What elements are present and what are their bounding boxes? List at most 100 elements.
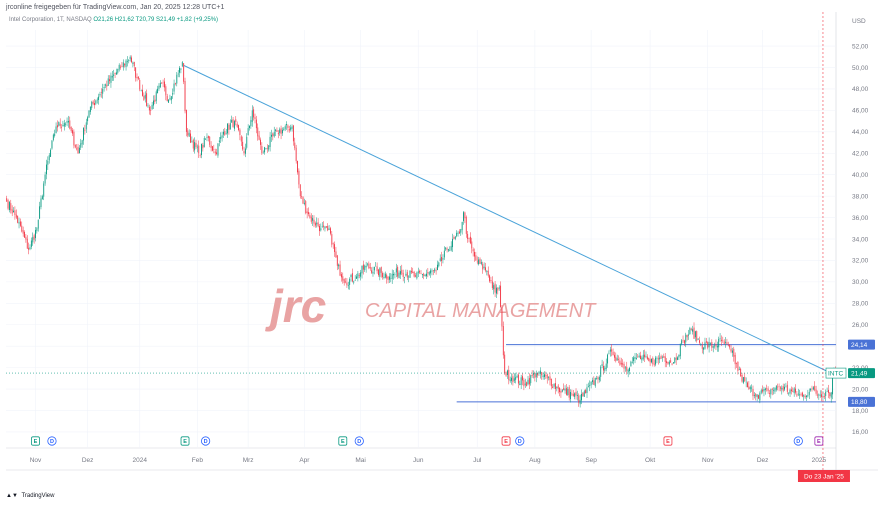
candle[interactable] (188, 129, 190, 138)
candle[interactable] (110, 72, 112, 88)
candle[interactable] (657, 355, 659, 365)
candle[interactable] (118, 63, 120, 72)
candle[interactable] (292, 124, 294, 146)
candle[interactable] (387, 276, 389, 284)
earnings-marker-icon[interactable]: E (31, 436, 40, 446)
candle[interactable] (790, 386, 792, 395)
candle[interactable] (356, 273, 357, 280)
downtrend-line[interactable] (183, 64, 836, 376)
candle[interactable] (213, 144, 215, 154)
candle[interactable] (286, 121, 288, 130)
candle[interactable] (157, 85, 159, 94)
candle[interactable] (137, 76, 139, 81)
candle[interactable] (52, 133, 54, 142)
candle[interactable] (443, 246, 445, 260)
candle[interactable] (382, 271, 384, 280)
candle[interactable] (583, 389, 585, 397)
candle[interactable] (194, 137, 196, 154)
candle[interactable] (764, 387, 766, 395)
candle[interactable] (811, 385, 813, 392)
candle[interactable] (334, 241, 336, 257)
candle[interactable] (818, 393, 820, 400)
candle[interactable] (143, 92, 145, 101)
candle[interactable] (720, 335, 722, 346)
candle[interactable] (803, 394, 805, 401)
candle[interactable] (224, 127, 226, 136)
candle[interactable] (106, 80, 108, 91)
candle[interactable] (305, 200, 307, 215)
candle[interactable] (568, 385, 570, 401)
candle[interactable] (96, 97, 98, 104)
candle[interactable] (571, 389, 573, 397)
candle[interactable] (607, 353, 609, 368)
candle[interactable] (490, 276, 492, 284)
candle[interactable] (819, 390, 821, 398)
candle[interactable] (24, 230, 25, 238)
candle[interactable] (393, 270, 395, 280)
candle[interactable] (741, 372, 743, 383)
candle[interactable] (491, 276, 493, 290)
candle[interactable] (593, 376, 595, 385)
candle[interactable] (810, 387, 812, 392)
candle[interactable] (272, 132, 274, 141)
candle[interactable] (634, 352, 636, 364)
candle[interactable] (541, 371, 543, 380)
candle[interactable] (633, 355, 635, 365)
candle[interactable] (316, 217, 318, 228)
candle[interactable] (759, 391, 761, 404)
candle[interactable] (430, 268, 432, 278)
candle[interactable] (406, 269, 408, 281)
candle[interactable] (646, 354, 648, 361)
candle[interactable] (696, 330, 698, 343)
candle[interactable] (165, 84, 167, 101)
candle[interactable] (538, 370, 540, 376)
candle[interactable] (707, 341, 709, 350)
candle[interactable] (99, 91, 101, 98)
candle[interactable] (21, 221, 23, 233)
candle[interactable] (73, 129, 75, 149)
candle[interactable] (520, 374, 522, 389)
candle[interactable] (712, 345, 714, 353)
candle[interactable] (275, 128, 277, 137)
candle[interactable] (526, 381, 528, 387)
earnings-marker-icon[interactable]: E (338, 436, 348, 446)
candle[interactable] (771, 387, 773, 396)
candle[interactable] (122, 59, 124, 71)
candle[interactable] (117, 68, 119, 75)
candle[interactable] (723, 339, 725, 345)
earnings-marker-icon[interactable]: E (663, 436, 673, 446)
candle[interactable] (502, 321, 504, 359)
candle[interactable] (718, 336, 720, 352)
candle[interactable] (58, 121, 60, 127)
candle[interactable] (681, 339, 683, 346)
candle[interactable] (592, 377, 593, 385)
candle[interactable] (689, 326, 691, 335)
candle[interactable] (641, 355, 643, 364)
candle[interactable] (6, 195, 8, 203)
candle[interactable] (653, 359, 655, 367)
candle[interactable] (184, 77, 186, 114)
candle[interactable] (692, 325, 694, 335)
candle[interactable] (151, 101, 153, 110)
candle[interactable] (306, 208, 308, 219)
candle[interactable] (748, 381, 750, 391)
candle[interactable] (753, 392, 755, 399)
candle[interactable] (656, 356, 658, 364)
candle[interactable] (357, 270, 359, 282)
candle[interactable] (26, 235, 28, 249)
candle[interactable] (619, 357, 621, 366)
candle[interactable] (744, 373, 746, 382)
candle[interactable] (439, 254, 441, 262)
candle[interactable] (700, 342, 702, 347)
candle[interactable] (522, 373, 523, 386)
candle[interactable] (618, 355, 620, 364)
candle[interactable] (467, 230, 469, 243)
candle[interactable] (129, 55, 131, 62)
candle[interactable] (13, 207, 14, 213)
candle[interactable] (232, 116, 234, 128)
candle[interactable] (421, 273, 423, 278)
candle[interactable] (685, 332, 687, 348)
dividend-marker-icon[interactable]: D (354, 436, 364, 446)
candle[interactable] (244, 143, 246, 158)
candle[interactable] (456, 230, 458, 238)
